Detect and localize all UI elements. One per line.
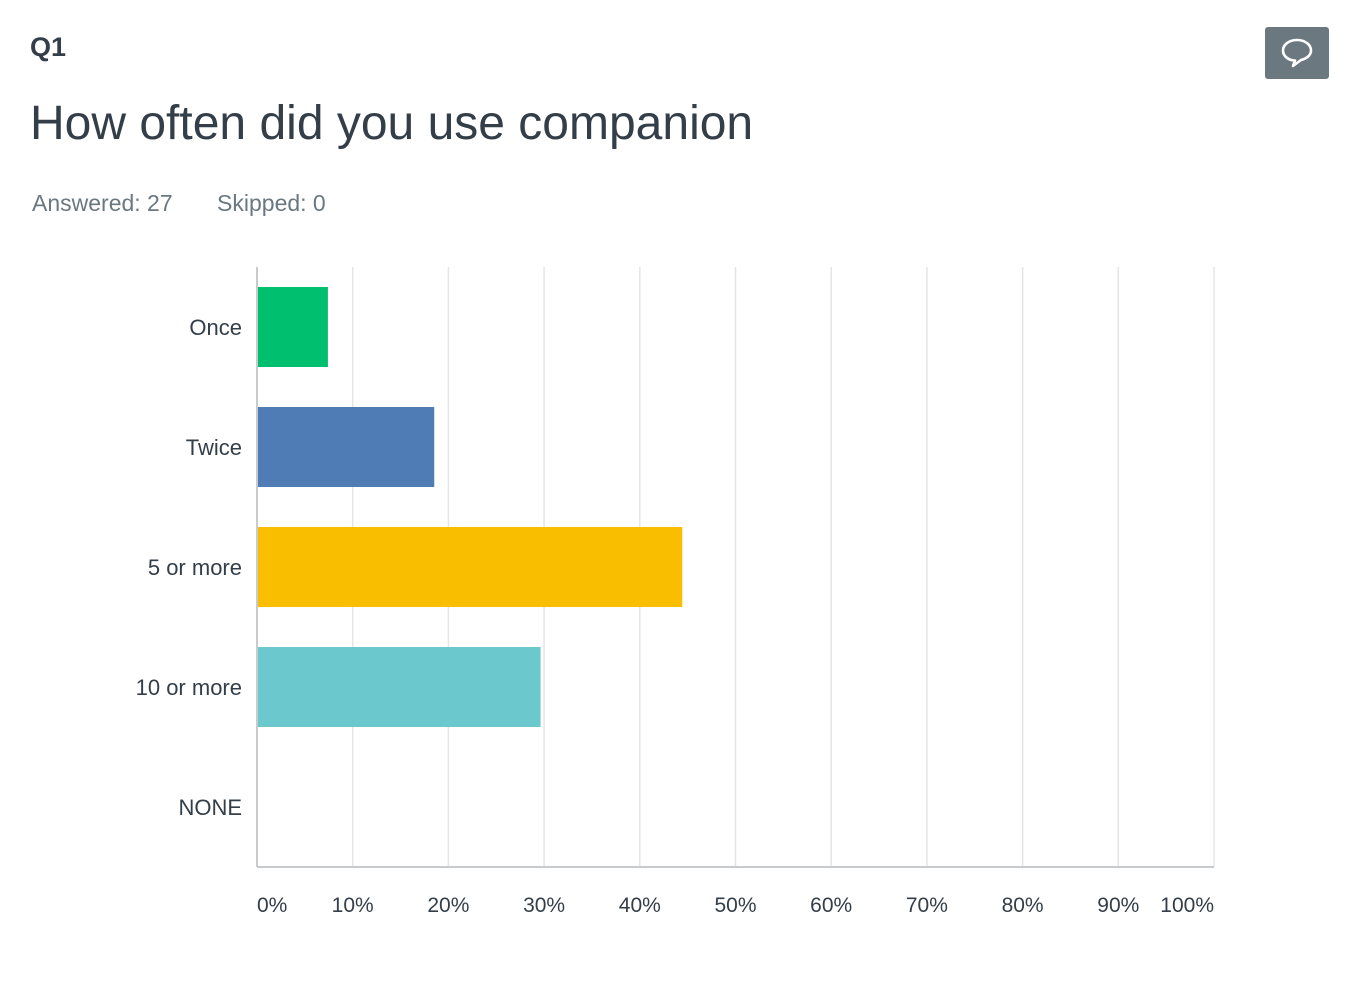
category-label: 10 or more: [136, 675, 242, 700]
bar-10-or-more[interactable]: [257, 647, 541, 727]
answered-count: Answered: 27: [32, 190, 173, 216]
x-tick-label: 50%: [714, 894, 756, 917]
bar-twice[interactable]: [257, 407, 435, 487]
x-tick-label: 70%: [906, 894, 948, 917]
x-tick-label: 10%: [332, 894, 374, 917]
speech-bubble-icon: [1281, 38, 1313, 68]
x-tick-label: 30%: [523, 894, 565, 917]
question-title: How often did you use companion: [30, 97, 754, 150]
x-tick-label: 90%: [1097, 894, 1139, 917]
tick-labels: 0% 10% 20% 30% 40% 50% 60% 70% 80% 90% 100%: [257, 894, 1214, 917]
x-tick-label: 40%: [619, 894, 661, 917]
bar-once[interactable]: [257, 287, 328, 367]
category-labels: Once Twice 5 or more 10 or more NONE: [136, 315, 242, 820]
bars: [257, 287, 683, 727]
axes: [256, 267, 1214, 868]
x-tick-label: 100%: [1160, 894, 1214, 917]
x-tick-label: 0%: [257, 894, 287, 917]
category-label: 5 or more: [148, 555, 242, 580]
response-stats: Answered: 27 Skipped: 0: [32, 190, 364, 217]
x-tick-label: 80%: [1002, 894, 1044, 917]
category-label: NONE: [178, 795, 242, 820]
bar-5-or-more[interactable]: [257, 527, 683, 607]
x-tick-label: 20%: [427, 894, 469, 917]
category-label: Twice: [186, 435, 242, 460]
category-label: Once: [189, 315, 242, 340]
comment-button[interactable]: [1265, 27, 1329, 79]
x-tick-label: 60%: [810, 894, 852, 917]
question-number: Q1: [30, 32, 67, 62]
skipped-count: Skipped: 0: [217, 190, 326, 216]
